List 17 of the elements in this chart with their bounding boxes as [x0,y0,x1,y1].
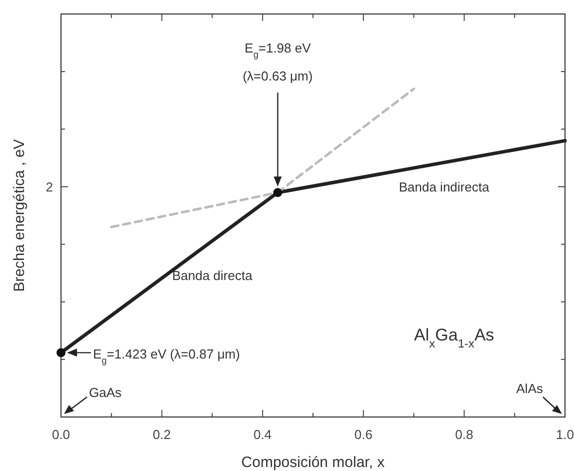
annotation: Al$_{x}$Ga$_{1-x}$As [414,325,494,350]
annotation: GaAs [89,385,122,400]
annotation: AlAs [516,381,544,396]
x-tick-label: 1.0 [556,427,574,442]
x-tick-label: 0.0 [52,427,70,442]
x-tick-label: 0.8 [455,427,474,442]
text: E$_{g}$=1.98 eV [244,40,312,60]
x-tick-label: 0.4 [254,427,272,442]
x-axis-title: Composición molar, x [241,454,386,471]
annotation: Banda directa [172,268,254,283]
y-axis-title: Brecha energética , eV [11,139,28,292]
text: (λ=0.63 μm) [242,68,313,84]
annotation: E$_{g}$=1.423 eV (λ=0.87 μm) [93,346,240,366]
x-tick-label: 0.6 [354,427,372,442]
x-tick-label: 0.2 [152,427,171,442]
annotation: Banda indirecta [398,179,490,194]
text: 2 [46,180,53,195]
